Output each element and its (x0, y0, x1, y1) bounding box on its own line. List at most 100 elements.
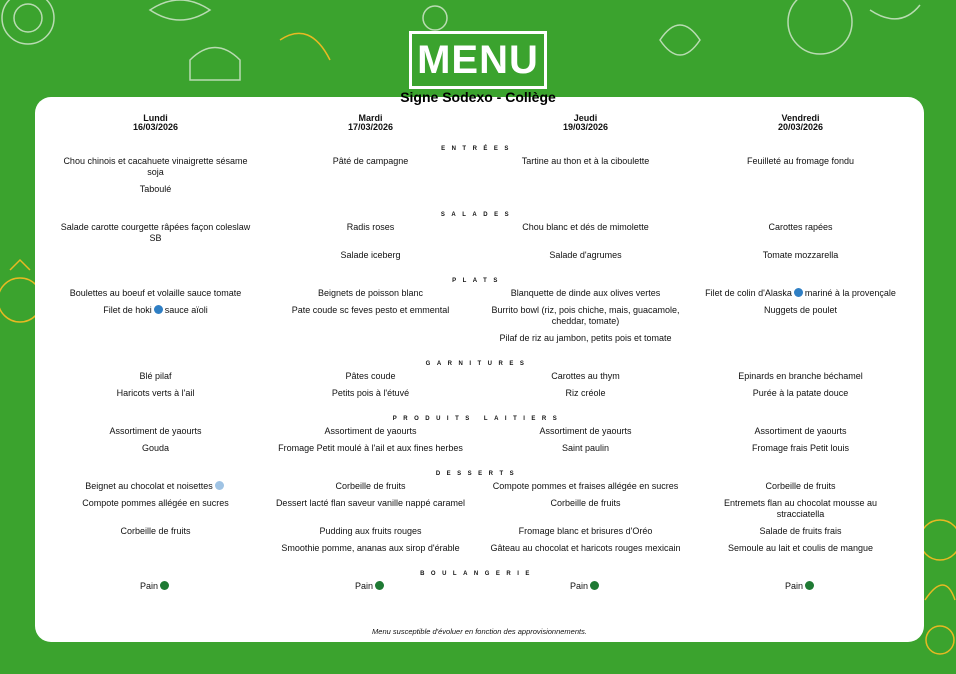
menu-item-label: Blanquette de dinde aux olives vertes (510, 288, 661, 298)
menu-item-label: Boulettes au boeuf et volaille sauce tom… (69, 288, 242, 298)
menu-section: SALADES Salade carotte courgette râpées f… (48, 211, 908, 264)
menu-item: Purée à la patate douce (693, 385, 908, 402)
menu-row: Pain Pain Pain Pain (48, 578, 908, 595)
bread-icon (375, 581, 384, 590)
menu-item: Compote pommes allégée en sucres (48, 495, 263, 512)
menu-item-label: Pâtes coude (345, 371, 396, 381)
menu-item: Dessert lacté flan saveur vanille nappé … (263, 495, 478, 512)
menu-row: Taboulé (48, 181, 908, 198)
menu-item-label: Tomate mozzarella (762, 250, 839, 260)
menu-item (48, 330, 263, 336)
menu-item: Salade d'agrumes (478, 247, 693, 264)
menu-item: Pudding aux fruits rouges (263, 523, 478, 540)
menu-item-label: Corbeille de fruits (765, 481, 836, 491)
menu-item: Blanquette de dinde aux olives vertes (478, 285, 693, 302)
fish-icon (153, 305, 163, 314)
menu-item: Tartine au thon et à la ciboulette (478, 153, 693, 170)
menu-item-label: Compote pommes allégée en sucres (82, 498, 229, 508)
menu-item-label: Burrito bowl (riz, pois chiche, mais, gu… (491, 305, 680, 326)
bread-icon (805, 581, 814, 590)
menu-row: Smoothie pomme, ananas aux sirop d'érabl… (48, 540, 908, 557)
day-name: Vendredi (781, 113, 820, 123)
menu-item: Corbeille de fruits (263, 478, 478, 495)
menu-item: Blé pilaf (48, 368, 263, 385)
menu-item-label: Fromage blanc et brisures d'Oréo (518, 526, 653, 536)
menu-item: Assortiment de yaourts (48, 423, 263, 440)
menu-item: Burrito bowl (riz, pois chiche, mais, gu… (478, 302, 693, 330)
menu-item: Corbeille de fruits (693, 478, 908, 495)
menu-item: Carottes au thym (478, 368, 693, 385)
menu-item: Filet de hoki sauce aïoli (48, 302, 263, 319)
menu-item: Taboulé (48, 181, 263, 198)
menu-item: Salade carotte courgette râpées façon co… (48, 219, 263, 247)
menu-item-label: Salade d'agrumes (549, 250, 622, 260)
menu-item: Riz créole (478, 385, 693, 402)
menu-item-label: Pain (354, 581, 373, 591)
menu-item-label: Pain (569, 581, 588, 591)
menu-item: Boulettes au boeuf et volaille sauce tom… (48, 285, 263, 302)
menu-item: Assortiment de yaourts (478, 423, 693, 440)
menu-item: Tomate mozzarella (693, 247, 908, 264)
menu-row: Compote pommes allégée en sucres Dessert … (48, 495, 908, 523)
menu-item: Chou chinois et cacahuete vinaigrette sé… (48, 153, 263, 181)
menu-item: Fromage frais Petit louis (693, 440, 908, 457)
day-name: Mardi (358, 113, 383, 123)
menu-item: Petits pois à l'étuvé (263, 385, 478, 402)
day-date: 19/03/2026 (562, 122, 609, 132)
menu-item-label: Pudding aux fruits rouges (319, 526, 422, 536)
menu-row: Corbeille de fruits Pudding aux fruits ro… (48, 523, 908, 540)
menu-item-label: Compote pommes et fraises allégée en suc… (492, 481, 679, 491)
menu-section: DESSERTS Beignet au chocolat et noisettes… (48, 470, 908, 557)
menu-item-label: Semoule au lait et coulis de mangue (727, 543, 874, 553)
menu-item: Gâteau au chocolat et haricots rouges me… (478, 540, 693, 557)
menu-row: Chou chinois et cacahuete vinaigrette sé… (48, 153, 908, 181)
menu-item-label: Riz créole (565, 388, 606, 398)
menu-item: Pain (48, 578, 263, 595)
menu-item-label: Beignet au chocolat et noisettes (85, 481, 213, 491)
menu-item (263, 330, 478, 336)
menu-row: Haricots verts à l'ail Petits pois à l'ét… (48, 385, 908, 402)
menu-row: Blé pilaf Pâtes coude Carottes au thym Epin… (48, 368, 908, 385)
bread-icon (160, 581, 169, 590)
menu-item: Pilaf de riz au jambon, petits pois et t… (478, 330, 693, 347)
day-name: Lundi (143, 113, 168, 123)
menu-item (263, 181, 478, 187)
menu-item: Chou blanc et dés de mimolette (478, 219, 693, 236)
footer-note: Menu susceptible d'évoluer en fonction d… (372, 627, 587, 636)
menu-item: Semoule au lait et coulis de mangue (693, 540, 908, 557)
menu-item-label: Taboulé (139, 184, 172, 194)
menu-item-label: Salade carotte courgette râpées façon co… (60, 222, 251, 243)
day-headers: Lundi 16/03/2026 Mardi 17/03/2026 Jeudi 19/… (48, 114, 908, 132)
frozen-icon (214, 481, 224, 490)
menu-item: Nuggets de poulet (693, 302, 908, 319)
menu-item: Entremets flan au chocolat mousse au str… (693, 495, 908, 523)
day-header-mardi: Mardi 17/03/2026 (263, 114, 478, 132)
menu-item-label: Salade de fruits frais (759, 526, 842, 536)
menu-item: Fromage blanc et brisures d'Oréo (478, 523, 693, 540)
menu-item-label-suffix: sauce aïoli (164, 305, 208, 315)
menu-logo: MENU (409, 31, 547, 89)
menu-item: Beignets de poisson blanc (263, 285, 478, 302)
menu-item-label: Pate coude sc feves pesto et emmental (291, 305, 450, 315)
section-title: GARNITURES (425, 361, 531, 367)
menu-item: Salade de fruits frais (693, 523, 908, 540)
menu-item-label: Pâté de campagne (332, 156, 409, 166)
menu-item: Compote pommes et fraises allégée en suc… (478, 478, 693, 495)
menu-item-label: Nuggets de poulet (763, 305, 838, 315)
menu-item: Pain (478, 578, 693, 595)
menu-row: Pilaf de riz au jambon, petits pois et t… (48, 330, 908, 347)
menu-item: Pâtes coude (263, 368, 478, 385)
menu-section: BOULANGERIE Pain Pain Pain Pain (48, 570, 908, 595)
menu-row: Beignet au chocolat et noisettes Corbeill… (48, 478, 908, 495)
fish-icon (793, 288, 803, 297)
section-title: SALADES (440, 212, 516, 218)
menu-row: Salade iceberg Salade d'agrumes Tomate moz… (48, 247, 908, 264)
menu-item: Gouda (48, 440, 263, 457)
menu-item-label: Pain (139, 581, 158, 591)
menu-item (693, 181, 908, 187)
menu-item-label: Chou chinois et cacahuete vinaigrette sé… (63, 156, 248, 177)
menu-sections: ENTRÉES Chou chinois et cacahuete vinaigr… (48, 145, 908, 595)
menu-item-label: Fromage Petit moulé à l'ail et aux fines… (278, 443, 463, 453)
menu-item: Assortiment de yaourts (263, 423, 478, 440)
day-header-lundi: Lundi 16/03/2026 (48, 114, 263, 132)
